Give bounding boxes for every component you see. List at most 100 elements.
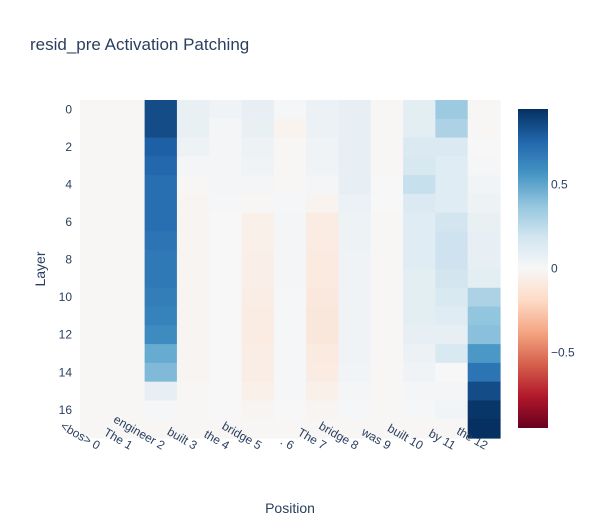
- heatmap-cell: [467, 306, 501, 326]
- heatmap-cell: [241, 250, 275, 270]
- heatmap-cell: [209, 100, 243, 120]
- heatmap-cell: [273, 325, 307, 345]
- heatmap-cell: [241, 287, 275, 308]
- heatmap-cell: [403, 419, 436, 439]
- heatmap-cell: [467, 269, 501, 289]
- heatmap-cell: [176, 250, 210, 270]
- heatmap-cell: [306, 325, 340, 345]
- heatmap-cell: [435, 137, 469, 157]
- heatmap-cell: [273, 381, 307, 402]
- heatmap-cell: [403, 137, 436, 157]
- heatmap-cell: [467, 381, 501, 402]
- heatmap-cell: [306, 231, 340, 251]
- heatmap-cell: [435, 231, 469, 251]
- heatmap-cell: [209, 212, 243, 233]
- heatmap-cell: [403, 344, 436, 364]
- heatmap-cell: [209, 118, 243, 139]
- heatmap-cell: [306, 250, 340, 270]
- heatmap-cell: [338, 100, 372, 120]
- heatmap-cell: [80, 212, 113, 233]
- heatmap-cell: [338, 137, 372, 157]
- heatmap-cell: [435, 381, 469, 402]
- heatmap-cell: [112, 287, 146, 308]
- heatmap-cell: [241, 344, 275, 364]
- heatmap-cell: [112, 100, 146, 120]
- heatmap-cell: [370, 419, 404, 439]
- y-tick-label: 0: [65, 102, 72, 116]
- heatmap-cell: [209, 287, 243, 308]
- heatmap-cell: [209, 344, 243, 364]
- heatmap-cell: [403, 231, 436, 251]
- heatmap-cell: [467, 193, 501, 214]
- y-tick-label: 10: [59, 290, 73, 304]
- heatmap-cell: [80, 344, 113, 364]
- heatmap-cell: [144, 175, 178, 195]
- heatmap-cell: [435, 306, 469, 326]
- heatmap-cell: [209, 193, 243, 214]
- colorbar-ticks: 0.5 0 −0.5: [551, 178, 575, 360]
- heatmap-cell: [80, 306, 113, 326]
- heatmap-cell: [273, 250, 307, 270]
- heatmap-cell: [144, 156, 178, 176]
- heatmap-cell: [176, 419, 210, 439]
- heatmap-cell: [144, 325, 178, 345]
- heatmap-cell: [112, 193, 146, 214]
- heatmap-cell: [80, 118, 113, 139]
- heatmap-cell: [241, 100, 275, 120]
- heatmap-cell: [273, 100, 307, 120]
- heatmap-cell: [209, 175, 243, 195]
- heatmap-cell: [467, 400, 501, 420]
- heatmap-cell: [403, 175, 436, 195]
- heatmap-cell: [403, 306, 436, 326]
- heatmap-cell: [435, 212, 469, 233]
- heatmap-cell: [176, 362, 210, 383]
- heatmap-cell: [273, 137, 307, 157]
- heatmap-cell: [467, 419, 501, 439]
- heatmap-cell: [176, 400, 210, 420]
- chart-title: resid_pre Activation Patching: [30, 35, 249, 54]
- heatmap-cell: [370, 344, 404, 364]
- heatmap-cell: [467, 362, 501, 383]
- heatmap-cell: [176, 325, 210, 345]
- heatmap-cell: [435, 419, 469, 439]
- heatmap-cell: [273, 193, 307, 214]
- heatmap-cell: [306, 344, 340, 364]
- heatmap-cell: [370, 231, 404, 251]
- heatmap-cell: [306, 269, 340, 289]
- heatmap-cell: [306, 156, 340, 176]
- heatmap-cell: [112, 118, 146, 139]
- heatmap-cell: [241, 193, 275, 214]
- heatmap-cell: [338, 250, 372, 270]
- heatmap-cell: [338, 400, 372, 420]
- heatmap-cell: [80, 400, 113, 420]
- heatmap-cell: [273, 400, 307, 420]
- heatmap-cell: [241, 156, 275, 176]
- y-tick-label: 6: [65, 215, 72, 229]
- heatmap-cell: [403, 287, 436, 308]
- heatmap-cell: [306, 193, 340, 214]
- heatmap-cell: [435, 193, 469, 214]
- heatmap-cell: [403, 250, 436, 270]
- heatmap-cell: [209, 269, 243, 289]
- heatmap-cell: [241, 362, 275, 383]
- heatmap-cell: [338, 193, 372, 214]
- heatmap-cell: [241, 419, 275, 439]
- heatmap-cell: [112, 362, 146, 383]
- heatmap-cell: [370, 212, 404, 233]
- heatmap-cell: [306, 137, 340, 157]
- heatmap-cell: [370, 325, 404, 345]
- heatmap-cell: [403, 156, 436, 176]
- heatmap-cell: [435, 400, 469, 420]
- heatmap-cell: [338, 362, 372, 383]
- heatmap-cell: [435, 344, 469, 364]
- heatmap-cell: [112, 137, 146, 157]
- colorbar-tick-label: 0: [551, 262, 558, 276]
- heatmap-cell: [80, 137, 113, 157]
- heatmap-cell: [370, 362, 404, 383]
- heatmap-cell: [370, 400, 404, 420]
- heatmap-cell: [403, 100, 436, 120]
- heatmap-cell: [338, 419, 372, 439]
- heatmap-cell: [209, 156, 243, 176]
- heatmap-cell: [306, 400, 340, 420]
- colorbar: [518, 109, 548, 428]
